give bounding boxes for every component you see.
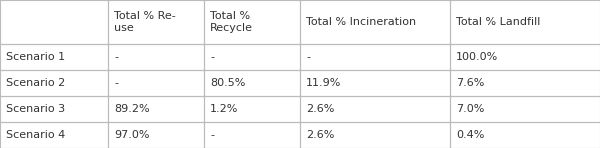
Bar — [108, 96, 204, 122]
Bar — [300, 96, 450, 122]
Text: -: - — [210, 52, 214, 62]
Bar — [450, 70, 600, 96]
Text: Scenario 1: Scenario 1 — [6, 52, 65, 62]
Text: 2.6%: 2.6% — [306, 104, 334, 114]
Bar — [300, 0, 450, 44]
Bar — [108, 122, 204, 148]
Text: 97.0%: 97.0% — [114, 130, 149, 140]
Text: Total %
Recycle: Total % Recycle — [210, 11, 253, 33]
Bar — [0, 44, 108, 70]
Bar — [108, 70, 204, 96]
Bar — [0, 70, 108, 96]
Text: 100.0%: 100.0% — [456, 52, 498, 62]
Text: Scenario 3: Scenario 3 — [6, 104, 65, 114]
Bar — [108, 44, 204, 70]
Text: 80.5%: 80.5% — [210, 78, 245, 88]
Bar — [300, 122, 450, 148]
Text: -: - — [114, 78, 118, 88]
Text: 11.9%: 11.9% — [306, 78, 341, 88]
Text: -: - — [210, 130, 214, 140]
Bar — [108, 0, 204, 44]
Text: -: - — [306, 52, 310, 62]
Text: Total % Incineration: Total % Incineration — [306, 17, 416, 27]
Bar — [450, 0, 600, 44]
Bar — [450, 44, 600, 70]
Text: Total % Re-
use: Total % Re- use — [114, 11, 176, 33]
Text: Total % Landfill: Total % Landfill — [456, 17, 541, 27]
Bar — [204, 44, 300, 70]
Bar — [204, 70, 300, 96]
Text: -: - — [114, 52, 118, 62]
Bar — [300, 70, 450, 96]
Bar — [300, 44, 450, 70]
Bar — [450, 122, 600, 148]
Text: Scenario 4: Scenario 4 — [6, 130, 65, 140]
Bar — [204, 0, 300, 44]
Bar — [0, 122, 108, 148]
Text: 7.6%: 7.6% — [456, 78, 484, 88]
Bar — [450, 96, 600, 122]
Text: 2.6%: 2.6% — [306, 130, 334, 140]
Text: 7.0%: 7.0% — [456, 104, 484, 114]
Bar — [0, 0, 108, 44]
Text: 1.2%: 1.2% — [210, 104, 238, 114]
Text: 0.4%: 0.4% — [456, 130, 484, 140]
Bar — [0, 96, 108, 122]
Bar — [204, 96, 300, 122]
Text: Scenario 2: Scenario 2 — [6, 78, 65, 88]
Text: 89.2%: 89.2% — [114, 104, 149, 114]
Bar — [204, 122, 300, 148]
